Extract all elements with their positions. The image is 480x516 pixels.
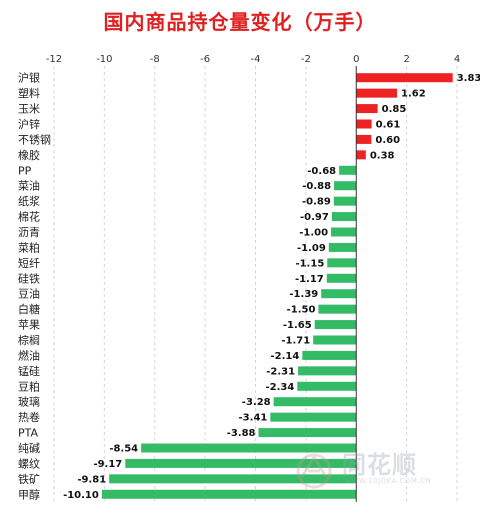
category-label: 菜粕 <box>18 240 40 254</box>
data-label: -0.97 <box>300 212 329 223</box>
data-label: -10.10 <box>63 490 99 501</box>
bar <box>302 350 357 360</box>
data-label: -9.17 <box>93 459 122 470</box>
bar <box>334 181 357 191</box>
category-label: 沥青 <box>18 226 40 239</box>
data-label: -1.71 <box>281 336 310 347</box>
x-tick-label: 0 <box>353 54 359 65</box>
category-label: 沪锌 <box>18 117 40 131</box>
category-label: 螺纹 <box>18 456 40 470</box>
chart-title: 国内商品持仓量变化（万手） <box>103 10 377 34</box>
category-label: 沪银 <box>18 71 40 85</box>
category-label: 玻璃 <box>18 395 40 409</box>
category-label: 锰硅 <box>18 364 40 378</box>
bar <box>321 289 357 299</box>
category-label: 苹果 <box>18 318 40 332</box>
category-label: 甲醇 <box>18 487 40 501</box>
bar <box>356 88 398 98</box>
bar <box>298 366 357 376</box>
bar <box>326 273 357 283</box>
category-label: 纸浆 <box>18 194 40 208</box>
bar <box>125 458 357 468</box>
x-tick-label: -8 <box>150 54 160 65</box>
bar <box>339 165 357 175</box>
x-tick-label: -2 <box>301 54 311 65</box>
bar <box>273 397 357 407</box>
bar <box>270 412 357 422</box>
category-label: 铁矿 <box>18 473 40 486</box>
x-tick-label: -12 <box>46 54 62 65</box>
category-label: PTA <box>18 427 38 440</box>
category-label: 棕榈 <box>18 333 40 347</box>
data-label: -8.54 <box>109 444 138 455</box>
category-label: 塑料 <box>18 86 40 100</box>
watermark: 同花顺 WWW.10JQKA.COM.CN <box>292 445 467 495</box>
bar <box>327 258 357 268</box>
data-label: -2.14 <box>271 351 300 362</box>
bar <box>356 119 372 129</box>
data-label: -9.81 <box>77 474 106 485</box>
bar <box>356 134 372 144</box>
data-label: 0.38 <box>370 150 395 161</box>
watermark-brand: 同花顺 <box>342 451 417 479</box>
category-label: 硅铁 <box>18 272 40 285</box>
data-label: -0.89 <box>302 197 331 208</box>
category-label: 玉米 <box>18 103 40 116</box>
data-label: -3.28 <box>242 397 271 408</box>
bar <box>314 320 357 330</box>
category-label: 菜油 <box>18 179 40 193</box>
bar <box>318 304 357 314</box>
bar <box>313 335 357 345</box>
bar <box>356 73 453 83</box>
category-label: 纯碱 <box>18 442 40 455</box>
data-label: 0.85 <box>382 104 407 115</box>
bar <box>258 428 357 438</box>
data-label: -1.65 <box>283 320 312 331</box>
bar <box>356 104 378 114</box>
data-label: 0.61 <box>376 120 401 131</box>
bar <box>297 381 357 391</box>
data-label: -1.17 <box>295 274 324 285</box>
category-label: 豆粕 <box>18 379 40 393</box>
data-label: 0.60 <box>375 135 400 146</box>
data-label: -1.00 <box>299 228 328 239</box>
data-label: 3.83 <box>457 73 480 84</box>
data-label: -1.09 <box>297 243 326 254</box>
category-label: 白糖 <box>18 302 40 316</box>
brand-logo-icon <box>296 453 332 489</box>
bar <box>331 227 357 237</box>
bar <box>101 489 357 499</box>
watermark-url: WWW.10JQKA.COM.CN <box>344 477 432 485</box>
data-label: 1.62 <box>401 89 426 100</box>
data-label: -2.31 <box>266 366 295 377</box>
data-label: -0.68 <box>307 166 336 177</box>
data-label: -2.34 <box>265 382 294 393</box>
bar <box>328 242 357 252</box>
bar <box>141 443 357 453</box>
bar <box>331 212 357 222</box>
data-label: -3.41 <box>239 413 268 424</box>
x-tick-label: -6 <box>200 54 210 65</box>
data-label: -1.39 <box>289 289 318 300</box>
x-tick-label: 2 <box>403 54 409 65</box>
bar <box>109 474 357 484</box>
category-label: 热卷 <box>18 410 40 424</box>
category-label: 豆油 <box>18 287 40 301</box>
x-tick-label: -10 <box>96 54 112 65</box>
x-tick-label: -4 <box>251 54 261 65</box>
bar <box>356 150 366 160</box>
x-tick-label: 4 <box>454 54 460 65</box>
category-label: 棉花 <box>18 210 40 224</box>
data-label: -3.88 <box>227 428 256 439</box>
data-label: -1.15 <box>295 258 324 269</box>
category-label: 橡胶 <box>18 148 40 162</box>
category-label: PP <box>18 164 32 177</box>
category-label: 短纤 <box>18 256 40 270</box>
bar <box>333 196 357 206</box>
category-label: 不锈钢 <box>18 133 51 146</box>
data-label: -1.50 <box>287 305 316 316</box>
category-label: 燃油 <box>18 348 40 362</box>
data-label: -0.88 <box>302 181 331 192</box>
